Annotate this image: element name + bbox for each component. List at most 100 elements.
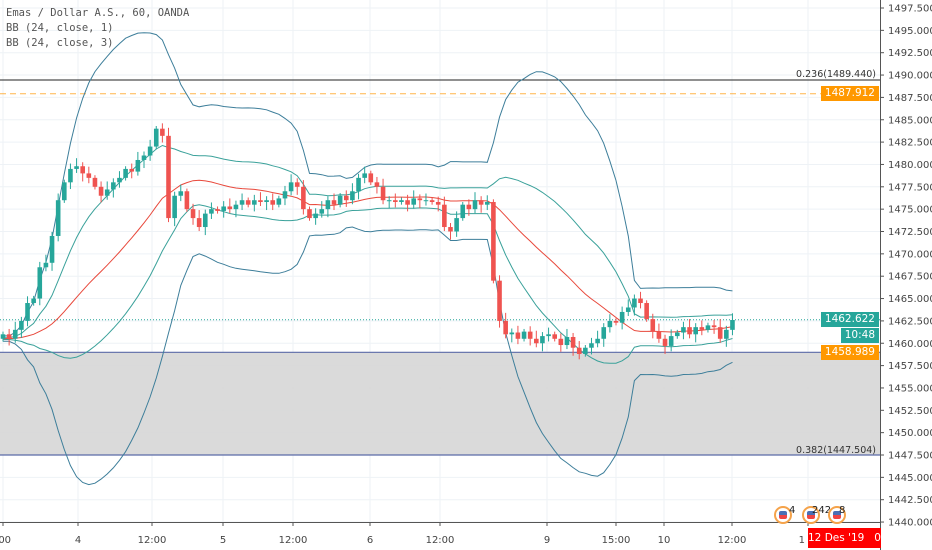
candle-body <box>319 209 325 214</box>
candle <box>147 139 153 161</box>
candle <box>258 192 263 207</box>
candle <box>264 196 269 211</box>
time-tick-label: :00 <box>0 535 11 546</box>
candle-body <box>350 191 355 201</box>
alert-price-label[interactable]: 1487.912 <box>820 86 879 101</box>
candle <box>160 123 165 143</box>
candle <box>632 294 637 316</box>
candle <box>129 163 135 179</box>
candle-body <box>730 320 735 330</box>
candle-body <box>497 280 502 321</box>
candle <box>178 184 184 202</box>
candle-body <box>19 320 24 330</box>
time-tick-label: 12:00 <box>138 535 167 546</box>
candle-body <box>356 177 361 192</box>
time-tick-label: 10 <box>658 535 671 546</box>
time-tick-label: 9 <box>544 535 550 546</box>
candle <box>405 194 410 212</box>
candle-body <box>570 336 576 348</box>
candle-body <box>55 200 61 236</box>
candle-body <box>638 298 643 304</box>
candle <box>558 333 564 352</box>
economic-event-icon[interactable] <box>802 506 820 524</box>
indicator-bb1[interactable]: BB (24, close, 1) <box>6 22 114 34</box>
candle <box>411 190 417 209</box>
bb3-lower <box>3 226 733 486</box>
candle <box>601 323 607 347</box>
candle-body <box>478 200 484 205</box>
candle-body <box>460 204 466 219</box>
candle <box>337 193 343 208</box>
time-tick-label: 12:00 <box>279 535 308 546</box>
candle-body <box>68 168 73 183</box>
candle-body <box>202 213 208 228</box>
candle-body <box>221 206 226 211</box>
candle <box>454 211 459 237</box>
candle-body <box>252 200 257 205</box>
candle <box>31 295 36 306</box>
candle-body <box>196 218 202 228</box>
candle <box>423 193 429 206</box>
candle-body <box>527 331 533 339</box>
candle-body <box>540 336 545 344</box>
candle <box>724 325 729 347</box>
candle-body <box>724 329 729 339</box>
candle-body <box>49 235 55 263</box>
candle <box>313 208 318 225</box>
price-tick-label: 1477.500 <box>888 182 932 193</box>
candle-body <box>31 298 36 304</box>
candle-body <box>576 347 582 354</box>
candle <box>650 313 656 339</box>
candle <box>307 206 312 221</box>
time-tick-label: 15:00 <box>602 535 631 546</box>
candle-body <box>233 204 239 210</box>
symbol-title[interactable]: Emas / Dollar A.S., 60, OANDA <box>6 7 190 19</box>
candle <box>460 201 466 221</box>
candle-body <box>368 173 374 183</box>
economic-event-icon[interactable] <box>774 506 792 524</box>
price-tick-label: 1460.000 <box>888 339 932 350</box>
candle <box>123 166 128 181</box>
price-tick-label: 1440.000 <box>888 518 932 529</box>
candle <box>564 328 570 350</box>
candle <box>166 127 171 223</box>
candle <box>49 231 55 271</box>
candle-body <box>411 198 417 205</box>
candle <box>288 174 294 196</box>
candle <box>282 185 288 206</box>
candle-body <box>111 182 116 190</box>
price-tick-label: 1450.000 <box>888 428 932 439</box>
countdown-label: 10:48 <box>840 328 879 343</box>
candle <box>687 319 692 339</box>
candle-body <box>656 331 662 339</box>
candle-body <box>374 182 380 187</box>
candle <box>442 196 447 232</box>
time-tick-label: 6 <box>367 535 373 546</box>
candle-body <box>448 227 453 232</box>
candle-body <box>607 320 613 328</box>
candle-body <box>337 195 343 205</box>
candle-body <box>184 191 190 210</box>
candle <box>356 173 361 200</box>
candle <box>245 197 251 208</box>
candle <box>252 194 257 212</box>
candle-body <box>0 334 6 339</box>
candle-body <box>153 128 159 147</box>
candle <box>0 331 6 342</box>
bb-basis <box>3 179 733 340</box>
economic-event-icon[interactable] <box>828 506 846 524</box>
candle-body <box>435 201 441 205</box>
candle <box>607 314 613 333</box>
candle <box>656 323 662 343</box>
last-price-label: 1462.622 <box>820 312 879 327</box>
candle-body <box>515 332 521 339</box>
candle <box>509 328 515 343</box>
candle <box>521 328 527 342</box>
candle-body <box>117 177 122 183</box>
indicator-bb3[interactable]: BB (24, close, 3) <box>6 37 114 49</box>
candle <box>227 198 233 214</box>
candle-body <box>129 168 135 172</box>
candle <box>6 328 12 346</box>
candle-body <box>307 209 312 219</box>
